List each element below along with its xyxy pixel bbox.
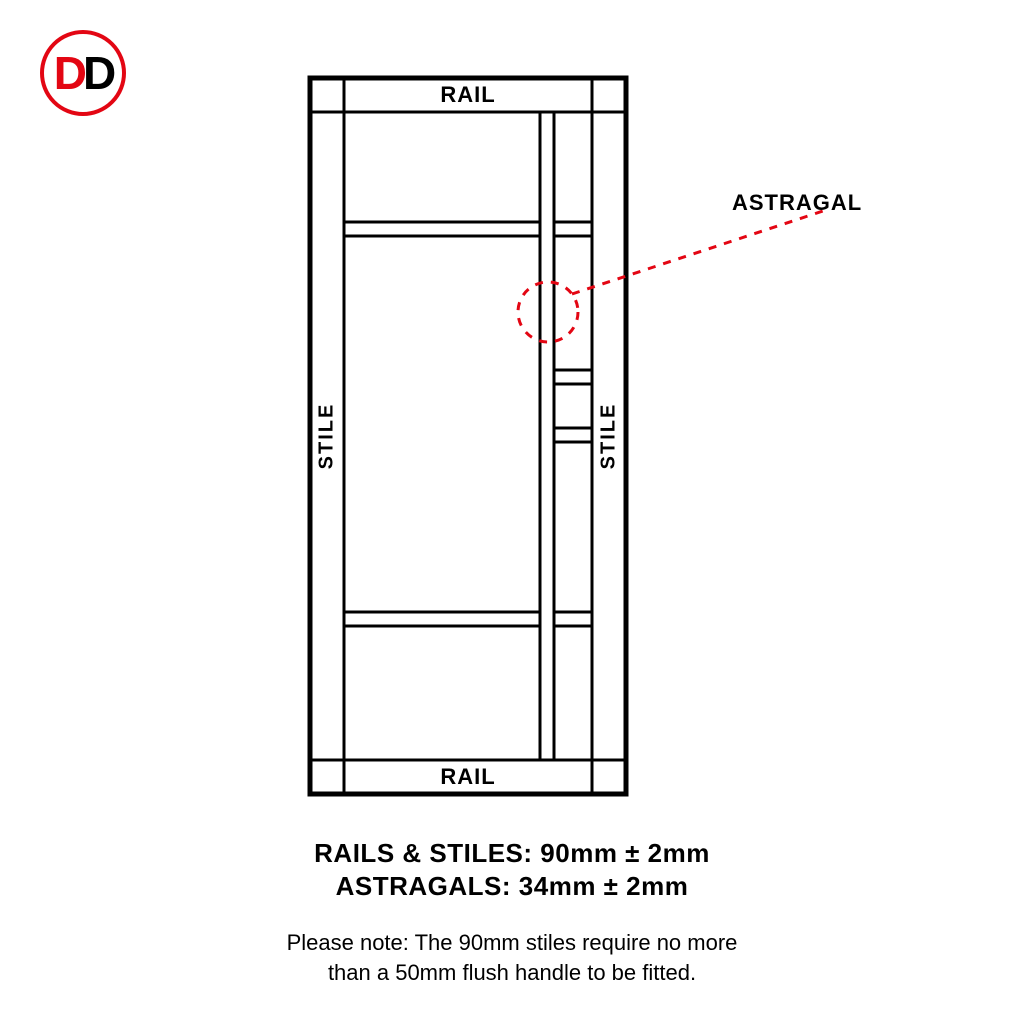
spec-line-2: ASTRAGALS: 34mm ± 2mm [62,871,962,902]
spec-line-1: RAILS & STILES: 90mm ± 2mm [62,838,962,869]
label-rail-top: RAIL [440,82,495,108]
note-block: Please note: The 90mm stiles require no … [132,928,892,987]
label-stile-left: STILE [316,403,339,470]
label-stile-right: STILE [598,403,621,470]
label-rail-bottom: RAIL [440,764,495,790]
astragal-callout-label: ASTRAGAL [732,190,862,216]
note-line-2: than a 50mm flush handle to be fitted. [328,960,696,985]
note-line-1: Please note: The 90mm stiles require no … [287,930,738,955]
spec-block: RAILS & STILES: 90mm ± 2mm ASTRAGALS: 34… [62,836,962,904]
